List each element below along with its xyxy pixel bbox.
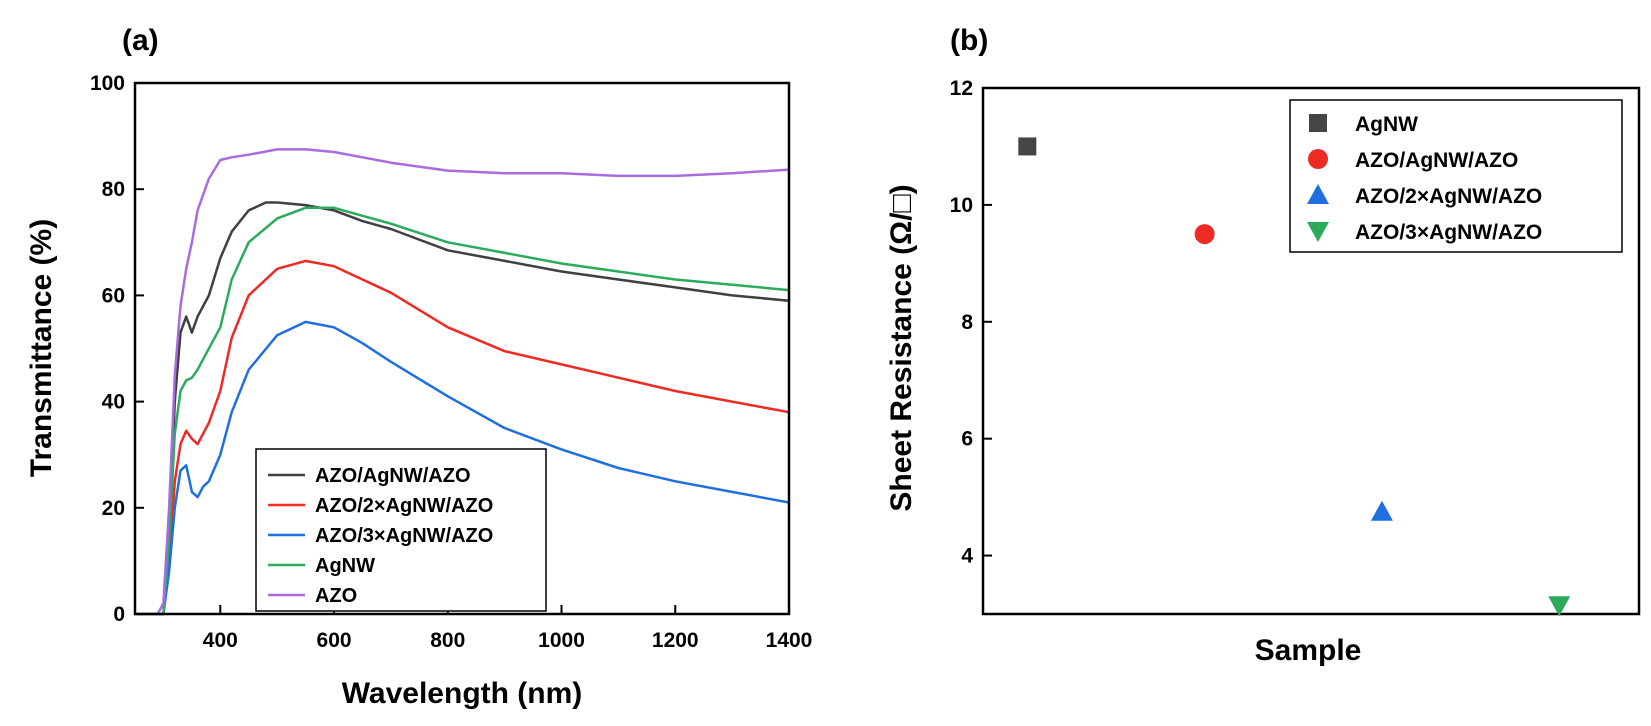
x-tick-label-1400: 1400 xyxy=(766,629,813,652)
panel-b-label: (b) xyxy=(950,24,988,57)
y-tick-label-8: 8 xyxy=(961,311,973,334)
panel-a-x-axis-title: Wavelength (nm) xyxy=(342,677,583,710)
y-tick-label-0: 0 xyxy=(113,603,125,626)
legend-marker-agnw xyxy=(1309,114,1327,132)
data-point-azo-2-agnw-azo xyxy=(1370,500,1393,521)
x-tick-label-800: 800 xyxy=(430,629,465,652)
y-tick-label-12: 12 xyxy=(950,77,973,100)
panel-b-legend: AgNW AZO/AgNW/AZO AZO/2×AgNW/AZO AZO/3×AgNW… xyxy=(1289,99,1623,253)
y-tick-label-6: 6 xyxy=(961,428,973,451)
y-tick-label-80: 80 xyxy=(102,178,125,201)
panel-b-data-points xyxy=(1018,137,1571,617)
data-point-agnw xyxy=(1018,137,1037,156)
panel-b-plot-frame xyxy=(981,86,1641,616)
series-line-azo-agnw-azo xyxy=(135,201,790,616)
y-tick-label-20: 20 xyxy=(102,497,125,520)
legend-marker-azo-3-agnw-azo xyxy=(1307,222,1329,242)
panel-a-transmittance-chart: (a) 400 600 800 1000 1200 1400 0 20 40 60 80 100 Wa… xyxy=(25,24,812,710)
legend-label-azo-agnw-azo: AZO/AgNW/AZO xyxy=(315,465,471,487)
y-tick-label-10: 10 xyxy=(950,194,973,217)
panel-a-y-axis-title: Transmittance (%) xyxy=(25,219,58,477)
panel-a-ticks: 400 600 800 1000 1200 1400 0 20 40 60 80 100 xyxy=(90,72,812,652)
panel-a-plot-frame xyxy=(133,81,791,616)
legend-marker-azo-2-agnw-azo xyxy=(1307,184,1329,204)
panel-b-x-axis-title: Sample xyxy=(1255,634,1362,667)
legend-label-azo-2-agnw-azo: AZO/2×AgNW/AZO xyxy=(315,495,493,517)
legend-label-azo-2-agnw-azo: AZO/2×AgNW/AZO xyxy=(1355,185,1542,208)
legend-label-agnw: AgNW xyxy=(1355,113,1418,136)
legend-label-azo-3-agnw-azo: AZO/3×AgNW/AZO xyxy=(1355,221,1542,244)
x-tick-label-1200: 1200 xyxy=(652,629,699,652)
legend-marker-azo-agnw-azo xyxy=(1308,149,1328,169)
x-tick-label-400: 400 xyxy=(203,629,238,652)
data-point-azo-3-agnw-azo xyxy=(1548,596,1571,617)
series-line-azo-2-agnw-azo xyxy=(135,259,790,616)
legend-label-azo-3-agnw-azo: AZO/3×AgNW/AZO xyxy=(315,525,493,547)
panel-b-y-axis-title: Sheet Resistance (Ω/□) xyxy=(885,184,918,511)
series-line-agnw xyxy=(135,206,790,616)
y-tick-label-100: 100 xyxy=(90,72,125,95)
x-tick-label-1000: 1000 xyxy=(538,629,585,652)
panel-a-label: (a) xyxy=(122,24,159,57)
panel-b-legend-box xyxy=(1289,99,1623,253)
series-line-azo-3-agnw-azo xyxy=(135,320,790,616)
panel-a-series-lines xyxy=(135,148,790,616)
panel-b-ticks: 4 6 8 10 12 xyxy=(950,77,992,568)
x-tick-label-600: 600 xyxy=(317,629,352,652)
legend-label-azo: AZO xyxy=(315,585,357,607)
panel-b-sheet-resistance-chart: (b) 4 6 8 10 12 Sample Sheet Resistance (Ω/□… xyxy=(885,24,1641,667)
y-tick-label-40: 40 xyxy=(102,391,125,414)
legend-label-azo-agnw-azo: AZO/AgNW/AZO xyxy=(1355,149,1518,172)
panel-a-legend: AZO/AgNW/AZO AZO/2×AgNW/AZO AZO/3×AgNW/AZO… xyxy=(255,448,547,612)
y-tick-label-60: 60 xyxy=(102,284,125,307)
series-line-azo xyxy=(135,148,790,616)
data-point-azo-agnw-azo xyxy=(1194,224,1215,245)
y-tick-label-4: 4 xyxy=(961,545,973,568)
legend-label-agnw: AgNW xyxy=(315,555,375,577)
